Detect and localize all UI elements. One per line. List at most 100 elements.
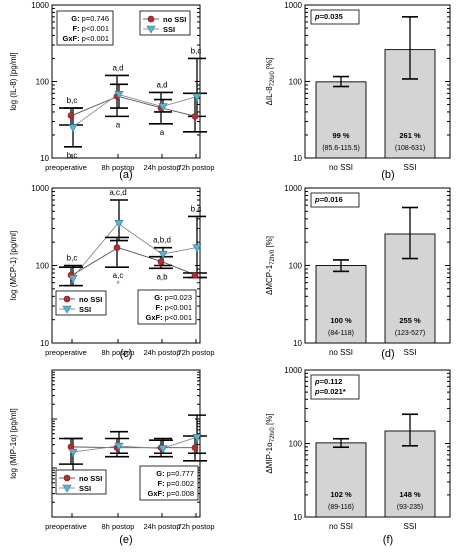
chart-c-point (192, 244, 202, 253)
chart-a-annotation: b,c (67, 151, 78, 160)
chart-a-point (114, 91, 124, 99)
chart-a-legend-label: no SSI (163, 15, 186, 24)
chart-c-legend-marker (63, 295, 71, 303)
chart-a-point (68, 124, 78, 133)
chart-e-legend (55, 469, 107, 495)
chart-b-ci-label: (85.6-115.5) (322, 145, 360, 152)
chart-c-stats-line: F: p<0.001 (156, 303, 193, 312)
chart-a-stats-line: F: p<0.001 (73, 24, 110, 33)
chart-c-point (157, 258, 165, 265)
chart-c-xtick-label: 24h postop (143, 348, 180, 357)
chart-a-xtick-label: 72h postop (177, 163, 214, 172)
chart-b-value-label: 99 % (332, 131, 349, 140)
chart-c-point (68, 275, 78, 284)
chart-d-p-box (310, 192, 360, 208)
chart-f-p-box (310, 374, 360, 400)
chart-b-ytick-label: 1000 (284, 1, 302, 10)
chart-c-annotation: a,c (113, 271, 124, 280)
chart-a-ytick-label: 10 (40, 154, 49, 163)
chart-b-p-box (310, 9, 360, 25)
chart-e-legend-label: no SSI (79, 474, 102, 483)
chart-d-xtick-label: no SSI (329, 348, 353, 357)
chart-e-stats-line: GxF: p=0.008 (148, 489, 195, 498)
chart-f-panel-label: (f) (383, 534, 393, 546)
chart-e-xtick-label: preoperative (45, 522, 87, 531)
chart-c-point (191, 271, 199, 279)
chart-c-point (158, 250, 168, 259)
chart-e-legend-marker (63, 474, 71, 482)
chart-e-stats-box (139, 465, 199, 501)
chart-e-point (158, 445, 168, 454)
chart-c-legend-marker (62, 305, 72, 314)
chart-f-ytick-label: 10 (293, 513, 302, 522)
chart-e-xtick-label: 72h postop (177, 522, 214, 531)
chart-a-annotation: a (160, 128, 165, 137)
chart-d-p-value: p=0.016 (314, 195, 343, 204)
chart-d-value-label: 255 % (399, 316, 421, 325)
chart-a-point (158, 103, 168, 112)
chart-c-annotation: a,b (156, 272, 168, 281)
chart-a-series-line-1 (71, 93, 197, 128)
chart-a-xtick-label: 24h postop (143, 163, 180, 172)
chart-c-significance-star: * (116, 279, 120, 289)
chart-d-bar (315, 265, 367, 344)
chart-f-xtick-label: SSI (404, 522, 417, 531)
chart-b-xtick-label: SSI (404, 163, 417, 172)
chart-b-ytick-label: 10 (293, 154, 302, 163)
chart-c-stats-line: G: p=0.023 (154, 293, 192, 302)
chart-a-annotation: a,d (112, 63, 123, 72)
chart-a-annotation: a,d (156, 80, 167, 89)
chart-c-ytick-label: 100 (36, 262, 50, 271)
chart-c-annotation: b,c (191, 204, 202, 213)
chart-b-ytick-label: 100 (289, 78, 303, 87)
chart-f-p-value: p=0.112 (314, 377, 342, 386)
chart-c-xtick-label: preoperative (45, 348, 87, 357)
chart-e-panel-label: (e) (119, 534, 132, 546)
chart-d-xtick-label: SSI (404, 348, 417, 357)
chart-a-panel-label: (a) (119, 169, 132, 181)
chart-a-point (191, 113, 199, 120)
chart-b-xtick-label: no SSI (329, 163, 353, 172)
chart-b-panel-label: (b) (381, 169, 394, 181)
chart-a-annotation: b,c (67, 96, 78, 105)
chart-a-point (192, 93, 202, 102)
chart-a-ytick-label: 1000 (31, 1, 49, 10)
chart-c-annotation: b,c (67, 254, 78, 263)
chart-e-legend-label: SSI (79, 484, 91, 493)
chart-c-legend (55, 290, 107, 316)
chart-e-series-line-1 (71, 437, 197, 453)
chart-f-value-label: 102 % (330, 490, 352, 499)
chart-f-value-label: 148 % (399, 490, 421, 499)
chart-c-xtick-label: 8h postop (102, 348, 135, 357)
chart-a-xtick-label: preoperative (45, 163, 87, 172)
chart-a-legend-marker (147, 15, 155, 23)
chart-c-legend-label: SSI (79, 305, 91, 314)
chart-e-point (192, 434, 202, 443)
chart-c-series-line-1 (71, 222, 197, 279)
chart-b-p-value: p=0.035 (314, 12, 343, 21)
chart-a-series-line-0 (71, 95, 197, 117)
chart-f-ytick-label: 100 (289, 440, 303, 449)
chart-c-point (114, 220, 124, 228)
chart-b-ylabel: ΔIL-872h/0 [%] (265, 58, 276, 106)
chart-b-value-label: 261 % (399, 131, 421, 140)
chart-f-ylabel: ΔMIP-1α72h/0 [%] (265, 413, 276, 473)
chart-d-ytick-label: 10 (293, 339, 302, 348)
chart-a-stats-line: G: p=0.746 (71, 14, 109, 23)
chart-a-legend-marker (146, 25, 156, 34)
chart-c-xtick-label: 72h postop (177, 348, 214, 357)
chart-c-point (113, 244, 121, 251)
chart-c-series-line-0 (71, 247, 197, 276)
chart-f-ci-label: (93-235) (397, 504, 423, 511)
chart-c-stats-line: GxF: p<0.001 (146, 313, 193, 322)
chart-e-frame (51, 369, 201, 518)
chart-c-annotation: a,b,d (153, 236, 171, 245)
chart-a-annotation: b,c (191, 46, 202, 55)
chart-a-stats-box (56, 10, 114, 46)
chart-a-legend (139, 10, 191, 36)
chart-e-legend-marker (62, 484, 72, 493)
chart-a-xtick-label: 8h postop (102, 163, 135, 172)
chart-c-stats-box (137, 289, 197, 325)
chart-f-ytick-label: 1000 (284, 366, 302, 375)
